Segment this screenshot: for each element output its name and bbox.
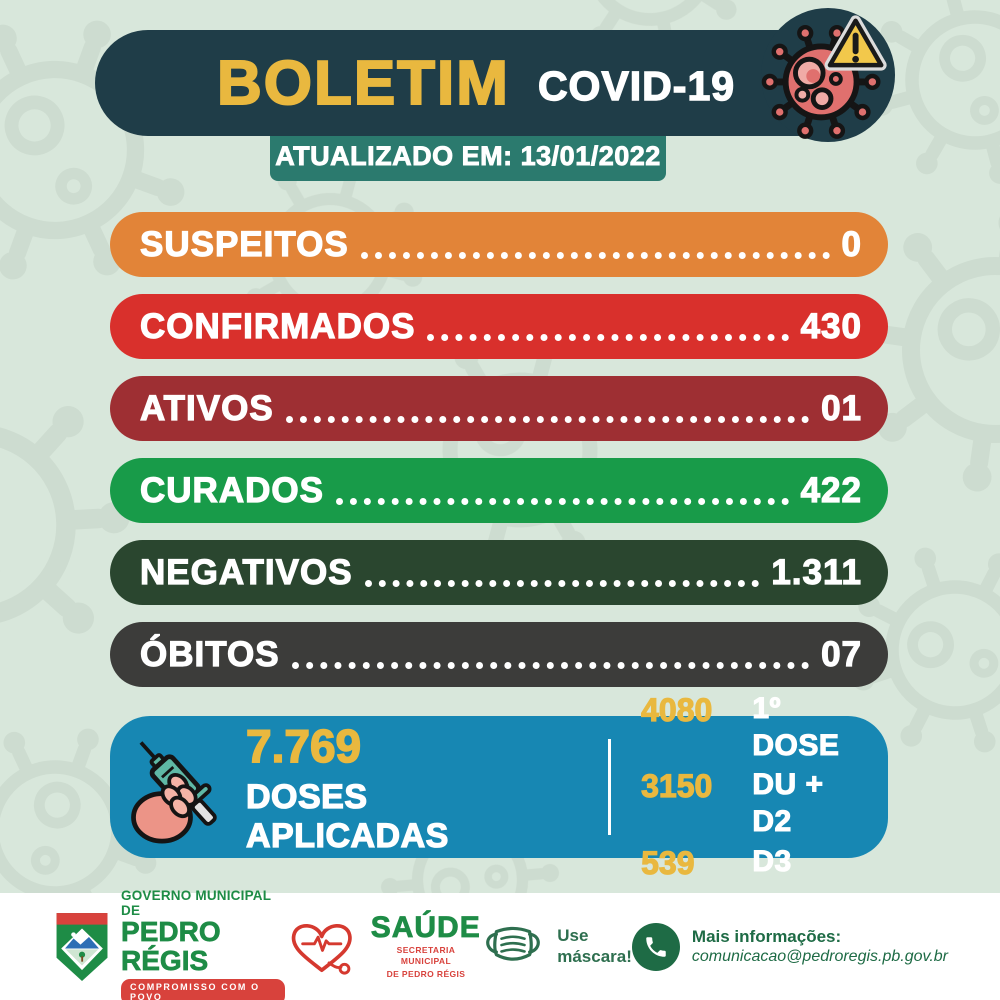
dotted-leader bbox=[364, 580, 760, 587]
virus-alert-icon bbox=[759, 6, 897, 144]
dose-breakdown-table: 4080 1º DOSE 3150 DU + D2 539 D3 bbox=[641, 691, 862, 882]
government-motto-badge: COMPROMISSO COM O POVO bbox=[121, 979, 286, 1000]
dotted-leader bbox=[335, 498, 789, 505]
stat-label: SUSPEITOS bbox=[139, 224, 349, 264]
stat-value: 0 bbox=[841, 224, 862, 264]
municipal-crest-logo bbox=[56, 912, 108, 981]
phone-icon bbox=[631, 922, 680, 971]
stat-row-confirmados: CONFIRMADOS 430 bbox=[110, 294, 888, 359]
stat-label: ATIVOS bbox=[139, 388, 274, 428]
stats-list: SUSPEITOS 0 CONFIRMADOS 430 ATIVOS 01 CU… bbox=[110, 212, 888, 687]
contact-email: comunicacao@pedroregis.pb.gov.br bbox=[691, 948, 948, 965]
stat-value: 07 bbox=[820, 634, 862, 674]
stat-value: 430 bbox=[800, 306, 862, 346]
health-heart-icon bbox=[292, 924, 352, 976]
warning-triangle-icon bbox=[824, 15, 887, 71]
stat-row-obitos: ÓBITOS 07 bbox=[110, 622, 888, 687]
stat-row-suspeitos: SUSPEITOS 0 bbox=[110, 212, 888, 277]
updated-date-banner: ATUALIZADO EM: 13/01/2022 bbox=[270, 131, 666, 181]
dotted-leader bbox=[427, 334, 789, 341]
dose-value: 539 bbox=[641, 844, 696, 881]
dotted-leader bbox=[291, 662, 810, 669]
health-department-group: SAÚDE SECRETARIA MUNICIPAL DE PEDRO RÉGI… bbox=[285, 910, 481, 980]
dose-label: D3 bbox=[752, 844, 792, 878]
mask-reminder-group: Use máscara! bbox=[481, 921, 632, 973]
government-name-line1: GOVERNO MUNICIPAL DE bbox=[121, 887, 271, 918]
stat-value: 01 bbox=[820, 388, 862, 428]
mask-icon bbox=[486, 926, 541, 961]
health-dept-sub2: DE PEDRO RÉGIS bbox=[386, 969, 466, 980]
government-logo-group: GOVERNO MUNICIPAL DE PEDRO RÉGIS COMPROM… bbox=[55, 887, 286, 1000]
stat-label: ÓBITOS bbox=[139, 634, 280, 674]
mask-reminder-line1: Use bbox=[557, 926, 589, 946]
footer-bar: GOVERNO MUNICIPAL DE PEDRO RÉGIS COMPROM… bbox=[0, 888, 1000, 1000]
header-banner: BOLETIM COVID-19 bbox=[95, 30, 857, 136]
dose-value: 3150 bbox=[641, 768, 713, 805]
dotted-leader bbox=[360, 252, 830, 259]
stat-row-ativos: ATIVOS 01 bbox=[110, 376, 888, 441]
dose-label: DU + D2 bbox=[752, 768, 824, 839]
vaccination-panel: 7.769 DOSES APLICADAS 4080 1º DOSE 3150 … bbox=[110, 692, 888, 881]
health-dept-sub1: SECRETARIA MUNICIPAL bbox=[396, 944, 456, 966]
syringe-icon bbox=[131, 741, 217, 844]
stat-label: NEGATIVOS bbox=[139, 552, 353, 592]
dotted-leader bbox=[285, 416, 810, 423]
stat-row-curados: CURADOS 422 bbox=[110, 458, 888, 523]
stat-value: 422 bbox=[800, 470, 862, 510]
dose-value: 4080 bbox=[641, 692, 713, 729]
dose-label: 1º DOSE bbox=[752, 692, 840, 763]
vaccine-total-block: 7.769 DOSES APLICADAS bbox=[245, 719, 558, 856]
health-dept-name: SAÚDE bbox=[370, 910, 481, 944]
panel-divider bbox=[608, 739, 612, 835]
bulletin-subtitle: COVID-19 bbox=[537, 62, 736, 109]
stat-value: 1.311 bbox=[771, 552, 862, 592]
stat-row-negativos: NEGATIVOS 1.311 bbox=[110, 540, 888, 605]
mask-reminder-line2: máscara! bbox=[557, 946, 632, 966]
total-doses-value: 7.769 bbox=[245, 719, 362, 773]
stat-label: CONFIRMADOS bbox=[139, 306, 416, 346]
stat-label: CURADOS bbox=[139, 470, 324, 510]
bulletin-title: BOLETIM bbox=[216, 48, 510, 119]
total-doses-label: DOSES APLICADAS bbox=[245, 777, 449, 855]
contact-label: Mais informações: bbox=[691, 927, 842, 946]
government-name-line2: PEDRO RÉGIS bbox=[121, 915, 221, 976]
contact-info-group: Mais informações: comunicacao@pedroregis… bbox=[631, 922, 948, 971]
